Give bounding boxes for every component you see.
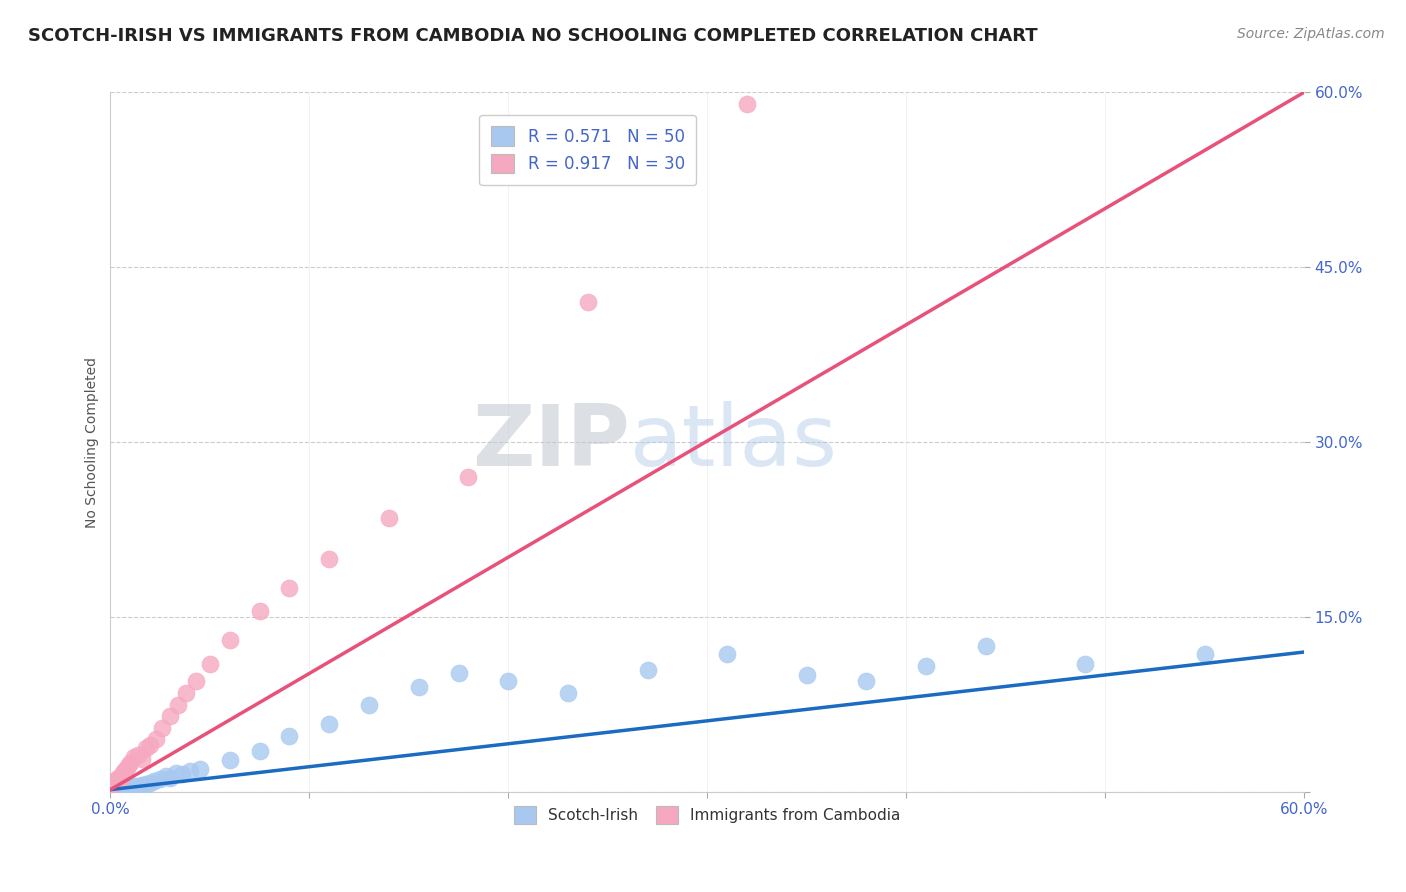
Point <box>110 773 132 788</box>
Point <box>110 782 132 797</box>
Point <box>115 762 138 776</box>
Point <box>125 780 148 795</box>
Point <box>145 732 167 747</box>
Point <box>103 784 125 798</box>
Point <box>318 551 340 566</box>
Point <box>174 686 197 700</box>
Point <box>124 750 146 764</box>
Point <box>139 775 162 789</box>
Point <box>218 754 240 768</box>
Point <box>165 766 187 780</box>
Text: ZIP: ZIP <box>472 401 630 483</box>
Point <box>159 771 181 785</box>
Point <box>112 781 135 796</box>
Point <box>107 782 129 797</box>
Point <box>167 698 190 712</box>
Point <box>1074 657 1097 671</box>
Point <box>112 764 135 778</box>
Point <box>127 747 149 762</box>
Point <box>155 769 177 783</box>
Point <box>249 744 271 758</box>
Point <box>107 781 129 796</box>
Point <box>408 680 430 694</box>
Point <box>170 767 193 781</box>
Point <box>115 782 138 797</box>
Point <box>249 604 271 618</box>
Point <box>111 767 134 781</box>
Point <box>179 764 201 778</box>
Point <box>637 663 659 677</box>
Point <box>131 778 153 792</box>
Point <box>357 698 380 712</box>
Point <box>112 782 135 797</box>
Legend: Scotch-Irish, Immigrants from Cambodia: Scotch-Irish, Immigrants from Cambodia <box>505 797 910 833</box>
Point <box>120 756 142 770</box>
Point <box>796 668 818 682</box>
Point <box>135 740 157 755</box>
Point <box>188 762 211 776</box>
Point <box>127 779 149 793</box>
Point <box>107 771 129 785</box>
Point <box>855 674 877 689</box>
Point <box>105 782 128 797</box>
Point <box>198 657 221 671</box>
Point <box>115 781 138 796</box>
Point <box>378 511 401 525</box>
Point <box>120 781 142 796</box>
Point <box>110 784 132 798</box>
Point <box>557 686 579 700</box>
Point <box>103 782 125 797</box>
Point <box>111 781 134 796</box>
Point <box>278 581 301 595</box>
Y-axis label: No Schooling Completed: No Schooling Completed <box>86 357 100 528</box>
Point <box>117 759 139 773</box>
Point <box>974 639 997 653</box>
Point <box>129 779 152 793</box>
Point <box>915 659 938 673</box>
Point <box>278 729 301 743</box>
Point <box>159 709 181 723</box>
Point <box>1194 648 1216 662</box>
Point <box>105 784 128 798</box>
Point <box>103 775 125 789</box>
Point <box>318 717 340 731</box>
Point <box>101 779 124 793</box>
Text: atlas: atlas <box>630 401 838 483</box>
Point <box>101 784 124 798</box>
Point <box>496 674 519 689</box>
Point <box>143 774 166 789</box>
Point <box>105 773 128 788</box>
Point <box>139 739 162 753</box>
Point <box>447 666 470 681</box>
Point <box>117 781 139 796</box>
Point <box>111 782 134 797</box>
Point <box>150 721 173 735</box>
Point <box>149 772 172 786</box>
Point <box>124 779 146 793</box>
Point <box>135 777 157 791</box>
Text: Source: ZipAtlas.com: Source: ZipAtlas.com <box>1237 27 1385 41</box>
Point <box>131 752 153 766</box>
Point <box>716 648 738 662</box>
Text: SCOTCH-IRISH VS IMMIGRANTS FROM CAMBODIA NO SCHOOLING COMPLETED CORRELATION CHAR: SCOTCH-IRISH VS IMMIGRANTS FROM CAMBODIA… <box>28 27 1038 45</box>
Point <box>218 633 240 648</box>
Point <box>457 470 479 484</box>
Point <box>184 674 207 689</box>
Point <box>576 295 599 310</box>
Point <box>121 780 143 795</box>
Point <box>735 97 758 112</box>
